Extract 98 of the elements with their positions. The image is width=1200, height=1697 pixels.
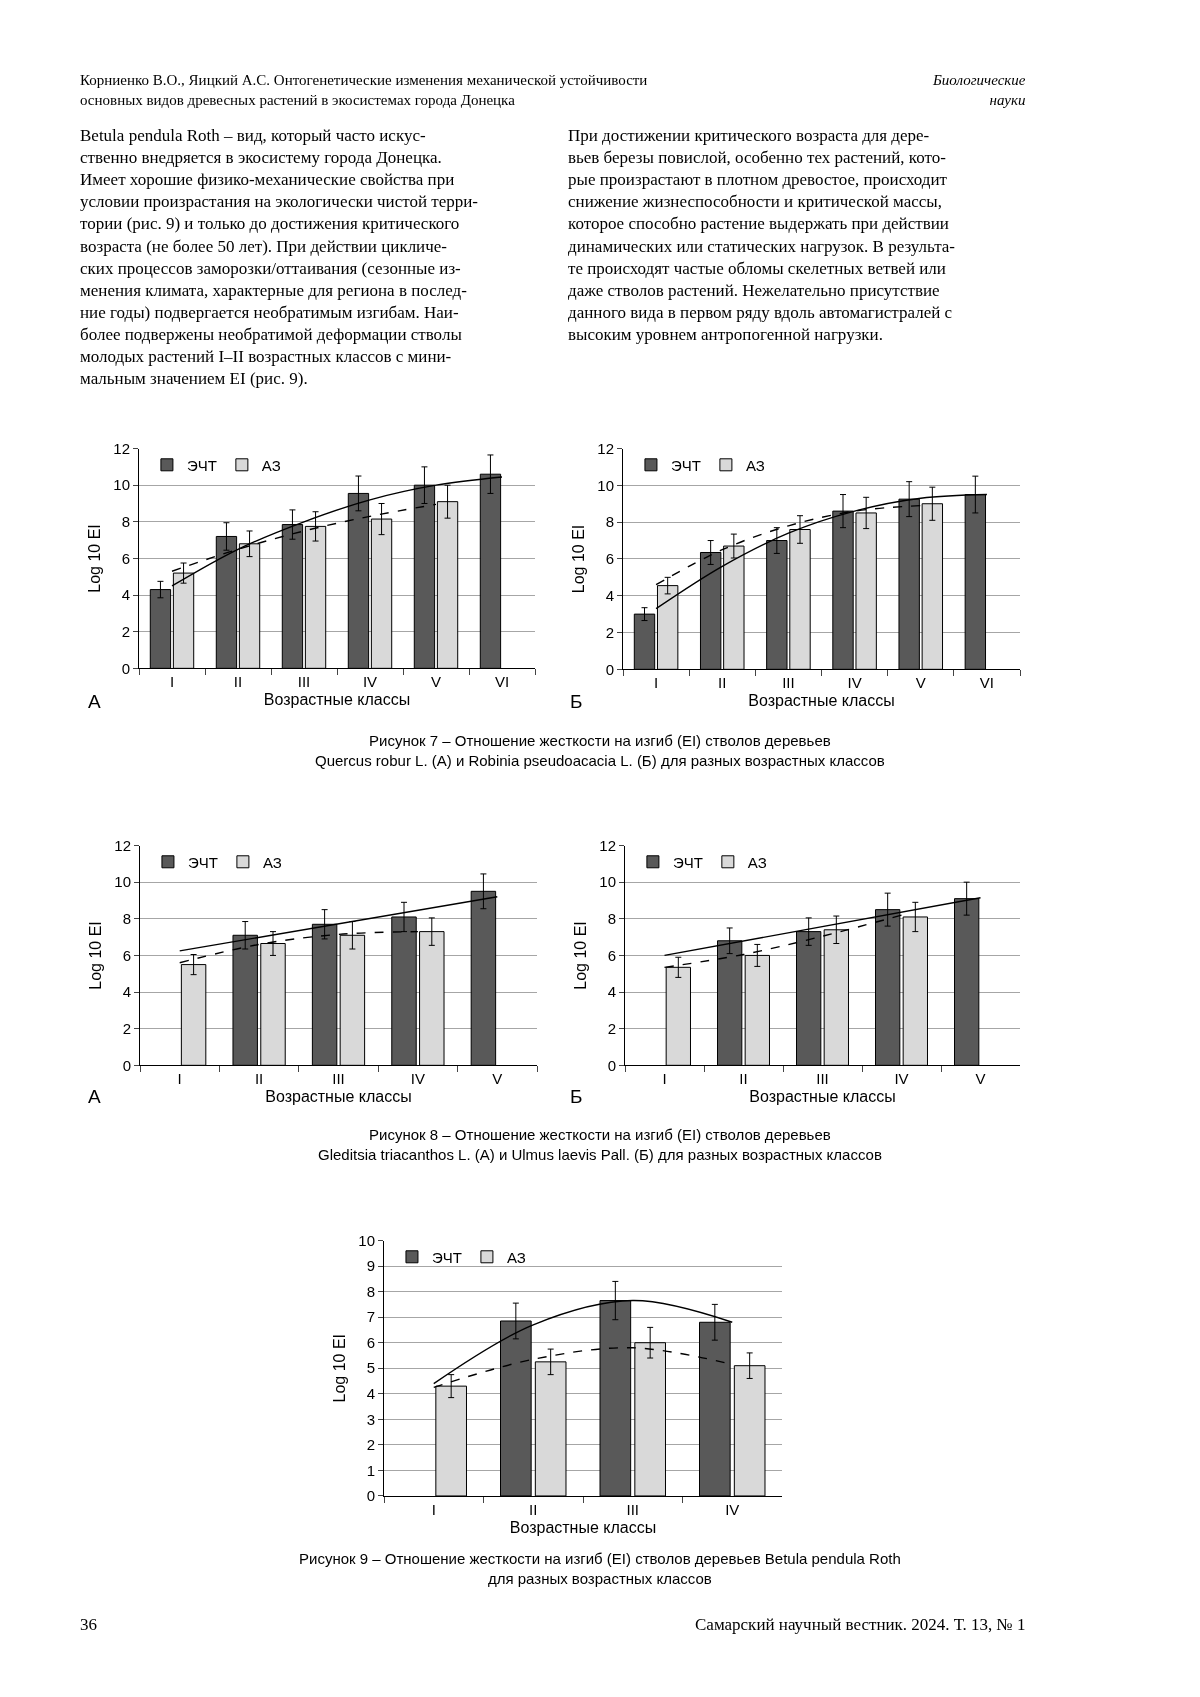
x-tick-label: III <box>816 1070 829 1088</box>
text: Биологические науки <box>932 72 1026 108</box>
y-tick-label: 8 <box>366 1282 375 1300</box>
y-tick-label: 0 <box>607 1056 616 1074</box>
legend-label: АЗ <box>262 853 282 871</box>
legend-label: АЗ <box>747 853 767 871</box>
text: Рисунок 9 – Отношение жесткости на изгиб (EI) стволов деревьев Betula pendula Roth для разных возрастных классов <box>299 1550 901 1587</box>
legend-label: АЗ <box>261 456 281 474</box>
y-tick-label: 8 <box>605 513 614 531</box>
y-tick-label: 2 <box>605 623 614 641</box>
y-tick-label: 4 <box>607 983 616 1001</box>
y-tick-label: 7 <box>366 1308 375 1326</box>
x-tick-label: III <box>782 674 795 692</box>
legend-label: АЗ <box>745 456 765 474</box>
y-tick-label: 6 <box>122 946 131 964</box>
y-tick-label: 12 <box>599 836 616 854</box>
legend-label: АЗ <box>506 1248 526 1266</box>
y-tick-label: 0 <box>122 1056 131 1074</box>
y-tick-label: 8 <box>121 513 130 531</box>
text: Самарский научный вестник. 2024. Т. 13, № 1 <box>695 1615 1026 1634</box>
legend-label: ЭЧТ <box>187 853 218 871</box>
text: Betula pendula Roth – вид, который часто искус- ственно внедряется в экосистему города Донецка. Имеет хорошие физико-механические свойства при условии произрастания на экологически чистой терри- тории (рис. 9) и только до достижения критического возраста (не более 50 лет). При действии цикличе- ских процессов заморозки/оттаивания (сезонные из- менения климата, характерные для региона в послед- ние годы) подвергается необратимым изгибам. Наи- более подвержены необратимой деформации стволы молодых растений I–II возрастных классов с мини- мальным значением EI (рис. 9). <box>80 126 479 389</box>
y-tick-label: 2 <box>122 1019 131 1037</box>
y-tick-label: 10 <box>114 873 131 891</box>
y-tick-label: 12 <box>113 439 130 457</box>
y-tick-label: 8 <box>607 910 616 928</box>
x-tick-label: III <box>626 1500 640 1518</box>
y-tick-label: 9 <box>366 1257 375 1275</box>
x-tick-label: III <box>297 673 311 691</box>
text: 36 <box>80 1615 97 1634</box>
text: Рисунок 7 – Отношение жесткости на изгиб (EI) стволов деревьев Quercus robur L. (А) и Robinia pseudoacacia L. (Б) для разных возрастных классов <box>315 732 885 769</box>
y-tick-label: 6 <box>366 1333 375 1351</box>
y-tick-label: 4 <box>366 1385 375 1403</box>
x-tick-label: I <box>177 1070 182 1088</box>
text: А <box>88 691 101 712</box>
y-axis-title: Log 10 EI <box>87 921 105 990</box>
x-tick-label: VI <box>979 674 995 692</box>
x-tick-label: II <box>529 1500 538 1518</box>
legend-label: ЭЧТ <box>670 456 701 474</box>
y-tick-label: 0 <box>366 1487 375 1505</box>
x-tick-label: II <box>718 674 727 692</box>
y-tick-label: 10 <box>597 476 614 494</box>
x-tick-label: IV <box>847 674 862 692</box>
text: Корниенко В.О., Яицкий А.С. Онтогенетические изменения механической устойчивости основных видов древесных растений в экосистемах города Донецка <box>80 72 648 108</box>
x-tick-label: IV <box>410 1070 425 1088</box>
y-tick-label: 0 <box>605 660 614 678</box>
y-tick-label: 4 <box>605 586 614 604</box>
x-tick-label: IV <box>362 673 378 691</box>
y-tick-label: 6 <box>607 946 616 964</box>
x-tick-label: V <box>492 1070 503 1088</box>
x-tick-label: V <box>430 673 442 691</box>
y-tick-label: 6 <box>121 549 130 567</box>
y-tick-label: 4 <box>122 983 131 1001</box>
legend-label: ЭЧТ <box>186 456 217 474</box>
text: А <box>88 1086 101 1107</box>
y-tick-label: 4 <box>121 586 130 604</box>
text: Б <box>570 691 583 712</box>
x-axis-title: Возрастные классы <box>748 692 895 710</box>
y-tick-label: 10 <box>358 1231 375 1249</box>
x-axis-title: Возрастные классы <box>749 1088 896 1106</box>
y-tick-label: 12 <box>114 836 131 854</box>
x-tick-label: VI <box>494 673 510 691</box>
x-tick-label: II <box>739 1070 748 1088</box>
text: Рисунок 8 – Отношение жесткости на изгиб (EI) стволов деревьев Gleditsia triacanthos L. (А) и Ulmus laevis Pall. (Б) для разных возрастных классов <box>318 1126 882 1163</box>
y-tick-label: 2 <box>121 622 130 640</box>
y-axis-title: Log 10 EI <box>572 921 590 990</box>
y-tick-label: 8 <box>122 910 131 928</box>
y-tick-label: 10 <box>599 873 616 891</box>
legend-label: ЭЧТ <box>672 853 703 871</box>
x-tick-label: I <box>653 674 659 692</box>
y-tick-label: 2 <box>366 1436 375 1454</box>
x-tick-label: II <box>254 1070 264 1088</box>
x-tick-label: I <box>662 1070 667 1088</box>
y-axis-title: Log 10 EI <box>331 1334 349 1403</box>
x-tick-label: II <box>233 673 243 691</box>
x-axis-title: Возрастные классы <box>265 1088 412 1106</box>
y-tick-label: 2 <box>607 1019 616 1037</box>
x-tick-label: IV <box>725 1500 740 1518</box>
text: Б <box>570 1086 583 1107</box>
y-axis-title: Log 10 EI <box>86 524 104 593</box>
y-tick-label: 5 <box>366 1359 375 1377</box>
y-tick-label: 6 <box>605 550 614 568</box>
legend-label: ЭЧТ <box>431 1248 462 1266</box>
x-tick-label: IV <box>894 1070 909 1088</box>
y-tick-label: 12 <box>597 439 614 457</box>
y-tick-label: 1 <box>366 1461 375 1479</box>
x-tick-label: V <box>975 1070 986 1088</box>
x-tick-label: V <box>915 674 926 692</box>
x-tick-label: I <box>169 673 175 691</box>
x-axis-title: Возрастные классы <box>509 1518 657 1536</box>
y-tick-label: 10 <box>113 476 130 494</box>
x-tick-label: III <box>332 1070 345 1088</box>
x-axis-title: Возрастные классы <box>263 691 411 709</box>
text: При достижении критического возраста для дере- вьев березы повислой, особенно тех растений, кото- рые произрастают в плотном древостое, происходит снижение жизнеспособности и критической массы, которое способно растение выдержать при действии динамических или статических нагрузок. В результа- те происходят частые обломы скелетных ветвей или даже стволов растений. Нежелательно присутствие данного вида в первом ряду вдоль автомагистралей с высоким уровнем антропогенной нагрузки. <box>568 126 955 344</box>
x-tick-label: I <box>431 1500 436 1518</box>
y-axis-title: Log 10 EI <box>570 524 588 594</box>
y-tick-label: 0 <box>121 659 130 677</box>
y-tick-label: 3 <box>366 1410 375 1428</box>
